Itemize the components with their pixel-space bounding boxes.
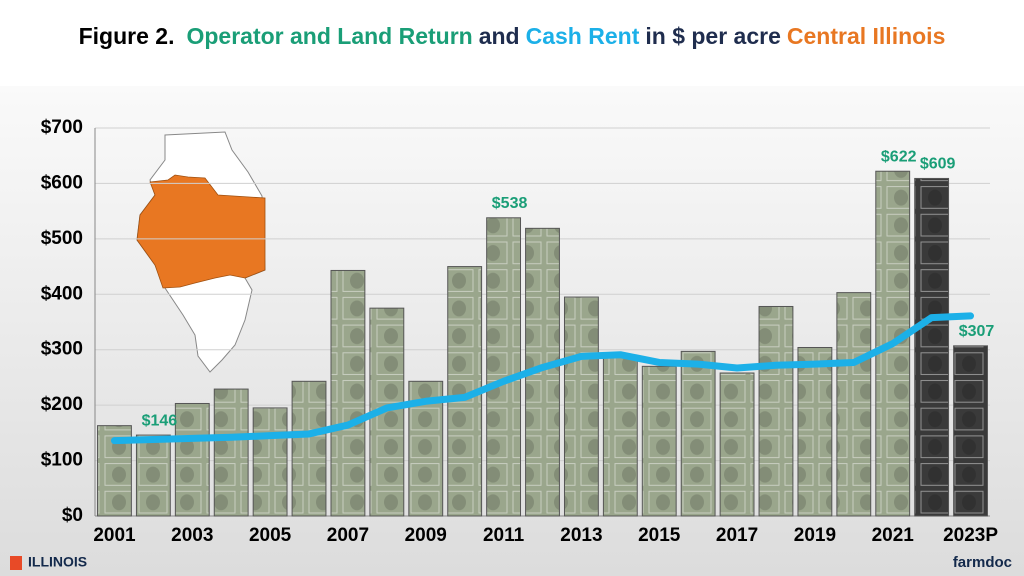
footer-left: ILLINOIS [28,554,87,570]
data-label: $538 [492,195,528,212]
x-tick-label: 2005 [249,525,292,546]
bar [680,350,716,517]
bar [953,345,988,517]
x-tick-label: 2003 [171,525,213,546]
x-tick-label: 2001 [93,525,136,546]
bar [836,292,872,517]
bar [135,434,171,517]
y-tick-label: $500 [41,228,83,249]
x-tick-label: 2023P [943,525,998,546]
x-tick-label: 2013 [560,525,602,546]
data-label: $146 [142,412,178,429]
bar [486,217,522,517]
bar [758,305,794,517]
illinois-map [136,131,266,373]
data-label: $622 [881,148,917,165]
title-band [0,0,1024,86]
bar [330,269,366,517]
bar [875,170,911,517]
x-tick-label: 2009 [405,525,447,546]
footer-right: farmdoc [953,554,1012,571]
title-part: Cash Rent [526,23,640,49]
line [110,312,975,445]
x-tick-label: 2019 [794,525,836,546]
y-tick-label: $0 [62,505,83,526]
title-part: and [479,23,520,49]
title-part: in $ per acre [645,23,781,49]
title-part: Central Illinois [787,23,945,49]
bar [797,346,833,517]
y-tick-label: $300 [41,339,83,360]
y-tick-label: $400 [41,283,83,304]
y-tick-label: $700 [41,117,83,138]
bar [563,296,599,517]
logo-mark [10,556,22,570]
bar [174,402,210,517]
x-tick-label: 2017 [716,525,758,546]
bar [291,380,327,517]
title-part: Operator and Land Return [186,23,472,49]
x-tick-label: 2011 [483,525,525,546]
bar [602,355,638,517]
bar [641,365,677,517]
y-tick-label: $200 [41,394,83,415]
y-tick-label: $100 [41,450,83,471]
bar [719,372,755,517]
bar [252,407,288,517]
data-label: $307 [959,323,995,340]
x-tick-label: 2021 [872,525,915,546]
data-label: $609 [920,156,956,173]
x-tick-label: 2015 [638,525,681,546]
y-tick-label: $600 [41,172,83,193]
bar [213,388,249,517]
chart-title: Figure 2. Operator and Land Return and Cash… [79,23,946,49]
title-part: Figure 2. [79,23,175,49]
x-tick-label: 2007 [327,525,369,546]
bar [914,177,950,517]
